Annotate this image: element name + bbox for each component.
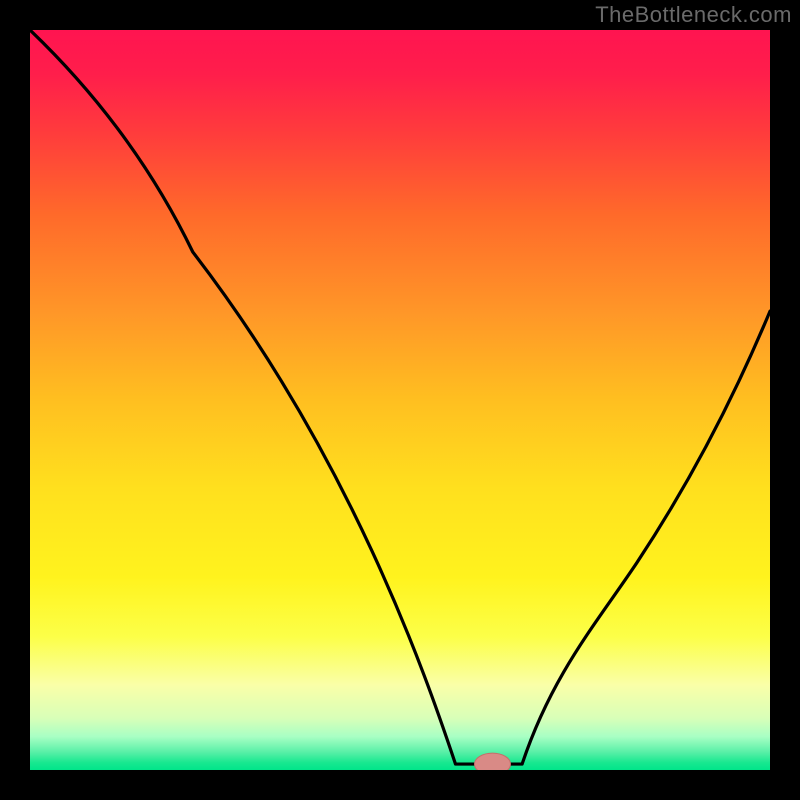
watermark-text: TheBottleneck.com [595, 2, 792, 28]
chart-stage: TheBottleneck.com [0, 0, 800, 800]
bottleneck-chart [0, 0, 800, 800]
plot-background [30, 30, 770, 770]
